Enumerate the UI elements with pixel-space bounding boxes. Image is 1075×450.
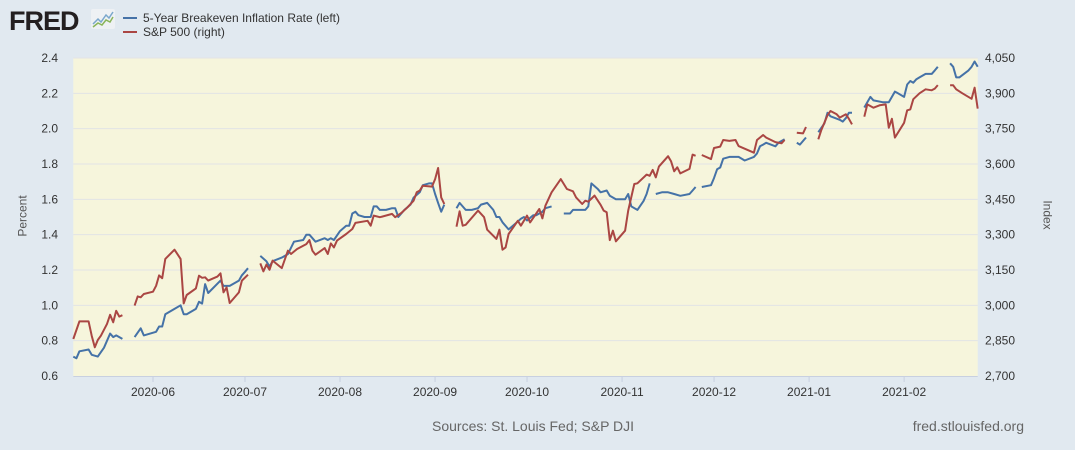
y-left-tick-label: 2.0 — [41, 122, 58, 136]
x-tick-label: 2020-06 — [131, 385, 175, 399]
x-tick-label: 2020-10 — [505, 385, 549, 399]
y-left-tick-label: 1.4 — [41, 228, 58, 242]
series-line-segment — [72, 309, 123, 349]
y-left-tick-label: 1.0 — [41, 298, 58, 312]
y-axis-left: 0.6 0.8 1.0 1.2 1.4 1.6 1.8 2.0 2.2 2.4 — [41, 51, 58, 383]
y-right-tick-label: 4,050 — [985, 51, 1015, 65]
series-line-segment — [563, 182, 651, 215]
legend-label: S&P 500 (right) — [143, 25, 225, 39]
y-left-tick-label: 0.8 — [41, 334, 58, 348]
x-tick-label: 2021-02 — [882, 385, 926, 399]
series-line-segment — [796, 136, 807, 146]
series-lines — [72, 60, 979, 360]
series-line-segment — [133, 267, 249, 338]
legend-swatch-red — [123, 31, 137, 33]
series-line-segment — [863, 84, 939, 139]
x-tick-label: 2020-08 — [318, 385, 362, 399]
series-line-segment — [701, 134, 786, 161]
y-left-tick-label: 2.4 — [41, 51, 58, 65]
x-tick-label: 2021-01 — [787, 385, 831, 399]
y-axis-right-title: Index — [1040, 200, 1055, 230]
y-right-tick-label: 3,150 — [985, 263, 1015, 277]
series-sp500 — [72, 84, 979, 349]
legend-item-breakeven[interactable]: 5-Year Breakeven Inflation Rate (left) — [123, 11, 340, 25]
y-left-tick-label: 1.8 — [41, 157, 58, 171]
legend-swatch-blue — [123, 17, 137, 19]
legend: 5-Year Breakeven Inflation Rate (left) S… — [123, 11, 340, 39]
x-axis: 2020-06 2020-07 2020-08 2020-09 2020-10 2020-… — [73, 376, 978, 399]
series-line-segment — [796, 126, 807, 135]
y-left-tick-label: 1.6 — [41, 192, 58, 206]
series-line-segment — [133, 248, 249, 306]
y-right-tick-label: 3,300 — [985, 228, 1015, 242]
sources-note: Sources: St. Louis Fed; S&P DJI — [432, 418, 635, 434]
y-right-tick-label: 3,600 — [985, 157, 1015, 171]
fred-url-link[interactable]: fred.stlouisfed.org — [912, 418, 1024, 434]
series-line-segment — [455, 153, 696, 251]
fred-logo[interactable]: FRED — [9, 6, 79, 36]
y-axis-left-title: Percent — [15, 195, 30, 237]
series-line-segment — [817, 110, 853, 140]
y-right-tick-label: 3,900 — [985, 86, 1015, 100]
y-left-tick-label: 0.6 — [41, 369, 58, 383]
series-line-segment — [949, 60, 979, 79]
fred-logo-chart-icon — [91, 9, 115, 29]
x-tick-label: 2020-09 — [413, 385, 457, 399]
series-line-segment — [950, 84, 979, 109]
series-line-segment — [72, 332, 123, 360]
y-left-tick-label: 2.2 — [41, 86, 58, 100]
x-tick-label: 2020-11 — [600, 385, 643, 399]
series-line-segment — [701, 138, 786, 188]
series-line-segment — [655, 186, 697, 197]
legend-item-sp500[interactable]: S&P 500 (right) — [123, 25, 340, 39]
y-right-tick-label: 2,850 — [985, 334, 1015, 348]
y-axis-right: 2,700 2,850 3,000 3,150 3,300 3,450 3,600 3,750… — [985, 51, 1015, 383]
x-tick-label: 2020-12 — [692, 385, 736, 399]
series-line-segment — [259, 167, 446, 273]
y-right-tick-label: 3,000 — [985, 298, 1015, 312]
y-right-tick-label: 2,700 — [985, 369, 1015, 383]
series-line-segment — [863, 66, 939, 108]
legend-label: 5-Year Breakeven Inflation Rate (left) — [143, 11, 340, 25]
gridlines — [73, 57, 978, 342]
x-tick-label: 2020-07 — [223, 385, 267, 399]
y-right-tick-label: 3,450 — [985, 192, 1015, 206]
y-right-tick-label: 3,750 — [985, 122, 1015, 136]
y-left-tick-label: 1.2 — [41, 263, 58, 277]
